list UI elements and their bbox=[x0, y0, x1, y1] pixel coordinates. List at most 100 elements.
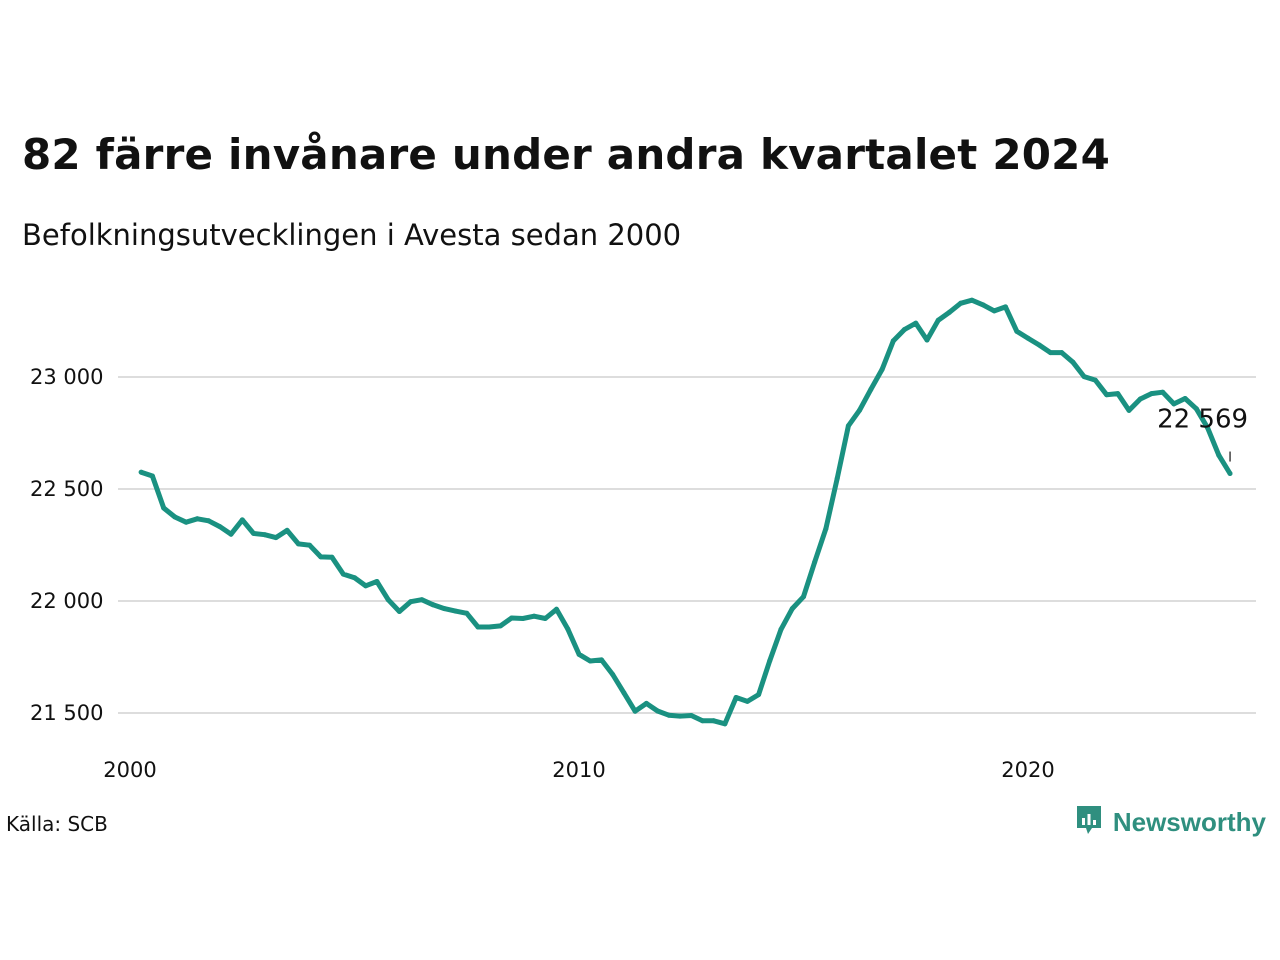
data-point bbox=[1171, 401, 1177, 407]
data-point bbox=[655, 708, 661, 714]
end-value-label: 22 569 bbox=[1157, 405, 1248, 435]
data-point bbox=[1025, 335, 1031, 341]
data-point bbox=[778, 626, 784, 632]
data-point bbox=[812, 559, 818, 565]
data-point bbox=[1216, 452, 1222, 458]
data-point bbox=[206, 518, 212, 524]
data-point bbox=[868, 386, 874, 392]
data-point bbox=[632, 708, 638, 714]
data-point bbox=[284, 527, 290, 533]
y-tick-label: 22 000 bbox=[30, 589, 103, 613]
y-axis-labels: 21 500 22 000 22 500 23 000 bbox=[30, 365, 103, 725]
data-point bbox=[969, 297, 975, 303]
data-point bbox=[295, 541, 301, 547]
data-point bbox=[307, 542, 313, 548]
newsworthy-logo: Newsworthy bbox=[1075, 804, 1266, 840]
data-point bbox=[610, 672, 616, 677]
data-point bbox=[217, 524, 223, 530]
data-point bbox=[621, 690, 627, 696]
data-point bbox=[946, 309, 952, 315]
data-point bbox=[744, 698, 750, 704]
data-point bbox=[430, 602, 436, 608]
data-point bbox=[497, 623, 503, 629]
data-point bbox=[823, 526, 829, 532]
chart-title: 82 färre invånare under andra kvartalet … bbox=[22, 130, 1111, 179]
chart-bubble-icon bbox=[1075, 804, 1103, 840]
data-point bbox=[845, 423, 851, 429]
data-point bbox=[913, 320, 919, 326]
data-point bbox=[834, 476, 840, 481]
data-point bbox=[857, 407, 863, 413]
data-point bbox=[1193, 406, 1199, 412]
data-point bbox=[396, 609, 402, 614]
gridlines bbox=[118, 376, 1256, 714]
data-point bbox=[486, 624, 492, 630]
y-tick-label: 22 500 bbox=[30, 477, 103, 501]
data-point bbox=[1205, 425, 1211, 431]
data-point bbox=[902, 327, 907, 332]
data-points bbox=[138, 297, 1233, 727]
data-point bbox=[1126, 407, 1132, 413]
data-point bbox=[363, 583, 369, 589]
data-point bbox=[149, 473, 155, 479]
brand-name: Newsworthy bbox=[1112, 806, 1266, 837]
data-point bbox=[576, 651, 582, 657]
data-point bbox=[1092, 377, 1098, 383]
data-point bbox=[138, 469, 144, 475]
data-point bbox=[1047, 350, 1053, 356]
data-point bbox=[251, 530, 256, 536]
data-point bbox=[542, 616, 548, 621]
data-point bbox=[666, 712, 672, 718]
data-point bbox=[183, 519, 189, 525]
data-point bbox=[520, 616, 526, 621]
data-point bbox=[419, 597, 425, 603]
data-point bbox=[935, 317, 941, 323]
data-point bbox=[475, 624, 481, 630]
data-point bbox=[172, 514, 178, 520]
data-point bbox=[329, 554, 335, 560]
source-note: Källa: SCB bbox=[6, 812, 108, 836]
data-point bbox=[801, 594, 806, 600]
data-point bbox=[161, 505, 167, 511]
data-point bbox=[879, 366, 885, 372]
data-point bbox=[767, 658, 773, 664]
y-tick-label: 21 500 bbox=[30, 701, 103, 725]
data-point bbox=[1036, 342, 1042, 348]
data-point bbox=[980, 302, 986, 308]
data-point bbox=[441, 606, 447, 612]
data-point bbox=[677, 713, 683, 719]
data-point bbox=[643, 700, 649, 706]
data-point bbox=[1104, 392, 1110, 398]
data-point bbox=[352, 575, 357, 581]
data-point bbox=[733, 695, 739, 700]
data-point bbox=[554, 606, 559, 612]
data-point bbox=[688, 713, 694, 718]
data-point bbox=[958, 300, 964, 306]
data-point bbox=[711, 718, 717, 724]
y-tick-label: 23 000 bbox=[30, 365, 103, 389]
data-point bbox=[587, 658, 593, 664]
data-point bbox=[1227, 471, 1233, 476]
data-point bbox=[273, 535, 279, 541]
line-chart: 21 500 22 000 22 500 23 000 2000 2010 2020 22… bbox=[30, 297, 1256, 782]
data-point bbox=[1115, 391, 1121, 397]
data-point bbox=[228, 531, 234, 537]
data-point bbox=[509, 615, 515, 621]
data-point bbox=[385, 597, 391, 603]
data-point bbox=[1182, 396, 1188, 401]
data-point bbox=[1137, 396, 1143, 402]
chart-subtitle: Befolkningsutvecklingen i Avesta sedan 2… bbox=[22, 218, 682, 252]
data-point bbox=[1070, 359, 1076, 365]
data-point bbox=[700, 718, 705, 724]
data-point bbox=[991, 308, 997, 314]
data-point bbox=[408, 599, 414, 605]
data-point bbox=[531, 613, 537, 619]
data-point bbox=[464, 610, 470, 616]
data-point bbox=[1160, 389, 1166, 395]
data-point bbox=[924, 337, 930, 343]
x-tick-label: 2010 bbox=[552, 758, 605, 782]
data-point bbox=[374, 579, 380, 584]
data-point bbox=[756, 692, 762, 698]
data-point bbox=[1081, 374, 1087, 380]
series-line bbox=[138, 297, 1233, 727]
